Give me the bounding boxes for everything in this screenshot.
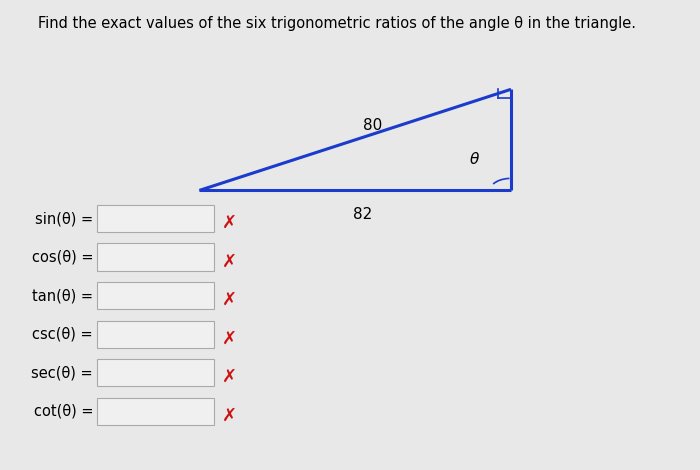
Text: cot(θ) =: cot(θ) = (34, 404, 93, 419)
Text: ✗: ✗ (222, 330, 237, 348)
Bar (97, 321, 214, 348)
Text: cos(θ) =: cos(θ) = (32, 250, 93, 265)
Text: Find the exact values of the six trigonometric ratios of the angle θ in the tria: Find the exact values of the six trigono… (38, 16, 636, 31)
Text: sec(θ) =: sec(θ) = (32, 365, 93, 380)
Text: 82: 82 (353, 207, 372, 222)
Text: θ: θ (470, 152, 480, 167)
Bar (97, 359, 214, 386)
Text: ✗: ✗ (222, 214, 237, 232)
Text: ✗: ✗ (222, 253, 237, 271)
Bar (97, 398, 214, 425)
Text: ✗: ✗ (222, 368, 237, 386)
Text: tan(θ) =: tan(θ) = (32, 288, 93, 303)
Text: ✗: ✗ (222, 291, 237, 309)
Text: csc(θ) =: csc(θ) = (32, 327, 93, 342)
Bar (97, 282, 214, 309)
Bar (97, 243, 214, 271)
Text: ✗: ✗ (222, 407, 237, 425)
Bar (97, 205, 214, 232)
Text: 80: 80 (363, 118, 382, 133)
Text: sin(θ) =: sin(θ) = (35, 211, 93, 226)
